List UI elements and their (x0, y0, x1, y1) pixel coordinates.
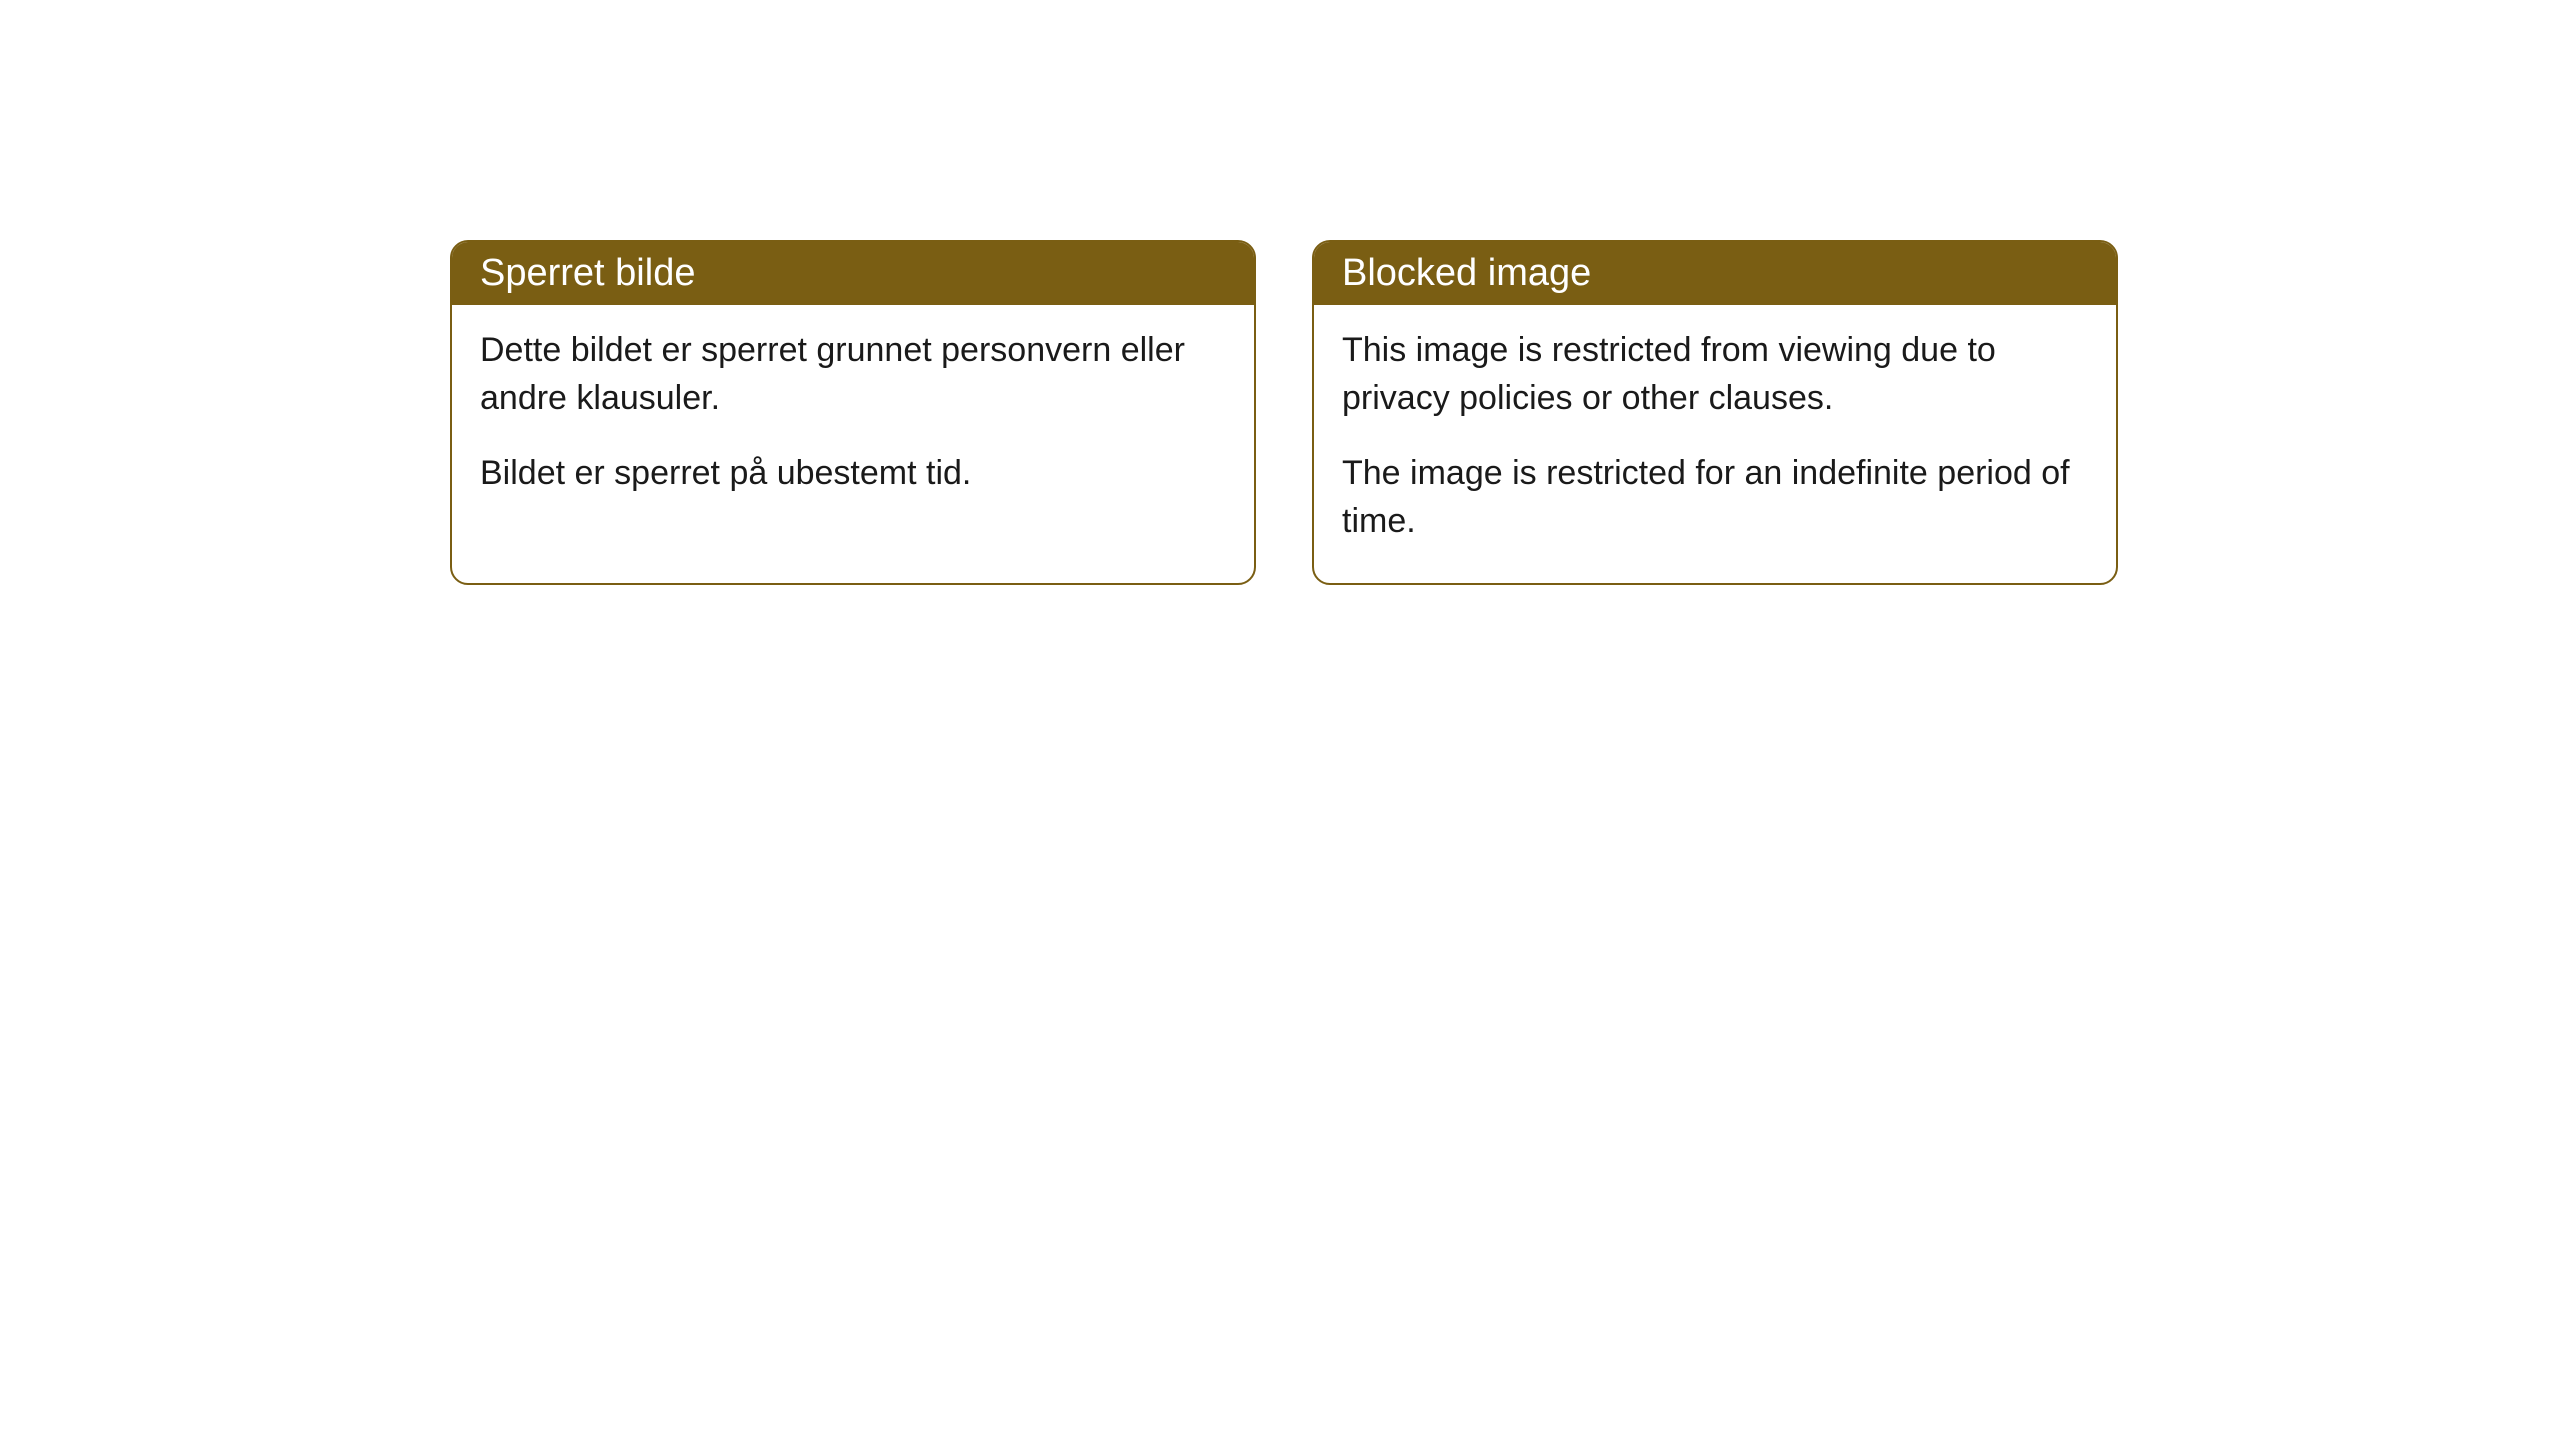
card-title: Sperret bilde (480, 252, 695, 294)
card-header: Sperret bilde (452, 242, 1254, 305)
card-header: Blocked image (1314, 242, 2116, 305)
card-body: Dette bildet er sperret grunnet personve… (452, 305, 1254, 536)
card-paragraph: The image is restricted for an indefinit… (1342, 450, 2088, 545)
notice-card-norwegian: Sperret bilde Dette bildet er sperret gr… (450, 240, 1256, 585)
card-body: This image is restricted from viewing du… (1314, 305, 2116, 583)
card-paragraph: Bildet er sperret på ubestemt tid. (480, 450, 1226, 498)
notice-container: Sperret bilde Dette bildet er sperret gr… (0, 0, 2560, 585)
card-title: Blocked image (1342, 252, 1591, 294)
card-paragraph: This image is restricted from viewing du… (1342, 327, 2088, 422)
notice-card-english: Blocked image This image is restricted f… (1312, 240, 2118, 585)
card-paragraph: Dette bildet er sperret grunnet personve… (480, 327, 1226, 422)
